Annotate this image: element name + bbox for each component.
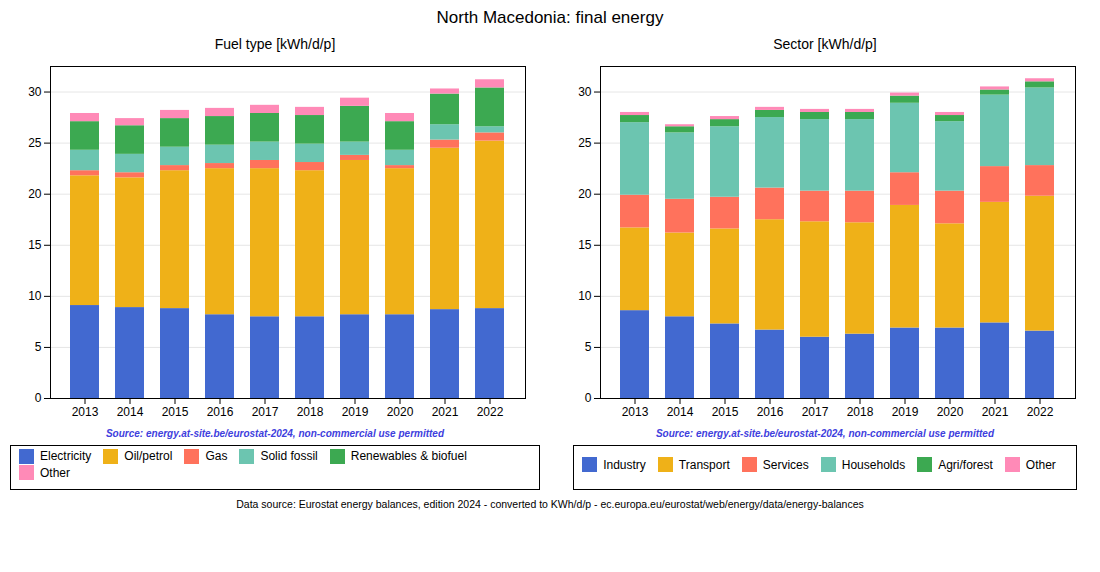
svg-text:2018: 2018 — [847, 405, 874, 419]
html-text:Services: Services — [762, 457, 809, 472]
html-text:Electricity: Electricity — [40, 449, 92, 464]
svg-text:10: 10 — [578, 289, 592, 303]
svg-text:2017: 2017 — [252, 405, 279, 419]
html-text:Industry: Industry — [603, 457, 646, 472]
html-text:Agri/forest: Agri/forest — [938, 457, 993, 472]
svg-text:10: 10 — [28, 289, 42, 303]
svg-text:25: 25 — [28, 136, 42, 150]
html-text:Other: Other — [40, 465, 70, 480]
svg-text:2020: 2020 — [937, 405, 964, 419]
svg-text:15: 15 — [578, 238, 592, 252]
svg-text:2014: 2014 — [667, 405, 694, 419]
svg-text:20: 20 — [578, 187, 592, 201]
svg-text:2021: 2021 — [982, 405, 1009, 419]
svg-text:5: 5 — [35, 340, 42, 354]
html-text:Other: Other — [1025, 457, 1056, 472]
svg-text:2022: 2022 — [477, 405, 504, 419]
svg-text:2017: 2017 — [802, 405, 829, 419]
svg-text:2016: 2016 — [757, 405, 784, 419]
svg-text:30: 30 — [578, 85, 592, 99]
svg-text:2019: 2019 — [892, 405, 919, 419]
html-text:Sector [kWh/d/p]: Sector [kWh/d/p] — [773, 36, 877, 52]
svg-text:0: 0 — [585, 391, 592, 405]
html-text:Solid fossil: Solid fossil — [260, 449, 318, 464]
svg-text:2013: 2013 — [72, 405, 99, 419]
svg-text:0: 0 — [35, 391, 42, 405]
svg-text:2015: 2015 — [162, 405, 189, 419]
html-text:Transport: Transport — [678, 457, 730, 472]
svg-text:2015: 2015 — [712, 405, 739, 419]
svg-text:2020: 2020 — [387, 405, 414, 419]
svg-text:30: 30 — [28, 85, 42, 99]
svg-text:20: 20 — [28, 187, 42, 201]
html-text:Data source: Eurostat energy b: Data source: Eurostat energy balances, e… — [236, 498, 864, 510]
svg-text:2018: 2018 — [297, 405, 324, 419]
svg-text:2019: 2019 — [342, 405, 369, 419]
html-text:Renewables & biofuel: Renewables & biofuel — [350, 449, 467, 464]
svg-text:5: 5 — [585, 340, 592, 354]
svg-text:15: 15 — [28, 238, 42, 252]
html-text:Fuel type [kWh/d/p]: Fuel type [kWh/d/p] — [214, 36, 336, 52]
html-text:Oil/petrol: Oil/petrol — [124, 449, 173, 464]
html-text:Households: Households — [841, 457, 906, 472]
svg-text:25: 25 — [578, 136, 592, 150]
html-text:Gas: Gas — [205, 449, 228, 464]
svg-text:2016: 2016 — [207, 405, 234, 419]
svg-text:2021: 2021 — [432, 405, 459, 419]
html-text:North Macedonia: final energy: North Macedonia: final energy — [436, 8, 664, 27]
html-text:Source: energy.at-site.be/euro: Source: energy.at-site.be/eurostat-2024,… — [106, 428, 444, 439]
svg-text:2022: 2022 — [1027, 405, 1054, 419]
svg-text:2013: 2013 — [622, 405, 649, 419]
svg-text:2014: 2014 — [117, 405, 144, 419]
html-text:Source: energy.at-site.be/euro: Source: energy.at-site.be/eurostat-2024,… — [656, 428, 994, 439]
